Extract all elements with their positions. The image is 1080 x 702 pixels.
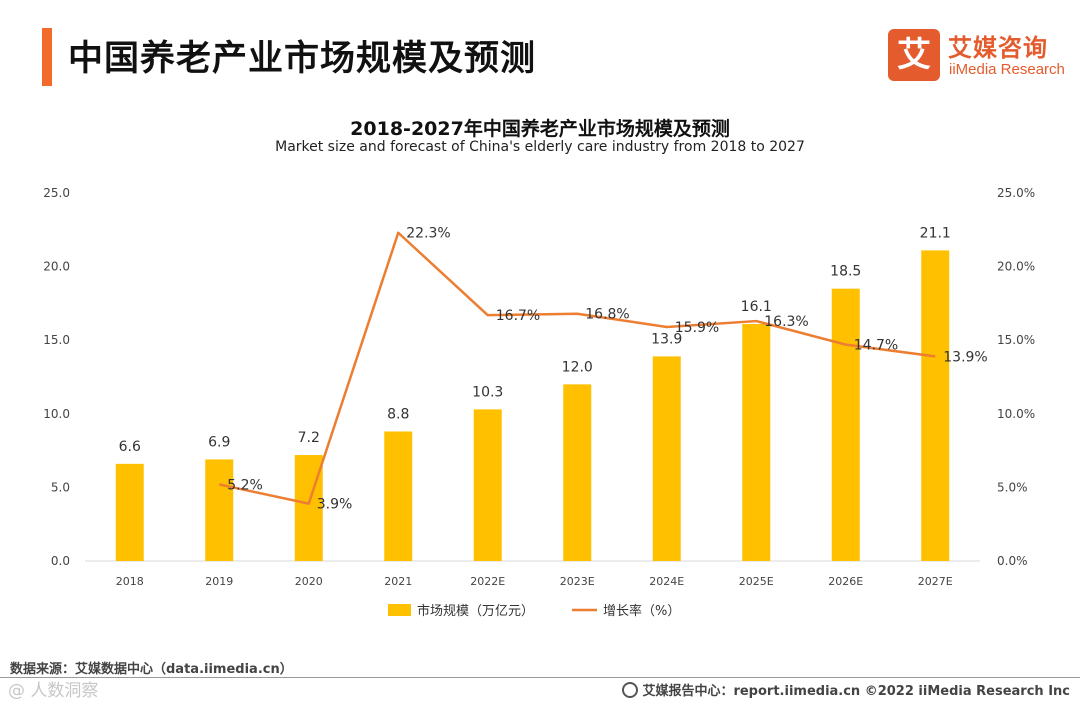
y-right-tick-label: 25.0% — [997, 186, 1035, 200]
legend-bar-label: 市场规模（万亿元） — [417, 603, 534, 619]
globe-icon — [622, 682, 639, 698]
bar-data-label: 13.9 — [651, 331, 682, 347]
bar-data-label: 6.6 — [119, 439, 141, 455]
line-data-label: 14.7% — [854, 338, 898, 354]
watermark: @ 人数洞察 — [8, 681, 99, 701]
bar — [473, 409, 502, 561]
data-source: 数据来源：艾媒数据中心（data.iimedia.cn） — [10, 662, 293, 677]
x-tick-label: 2026E — [828, 575, 863, 588]
y-right-tick-label: 0.0% — [997, 554, 1028, 568]
x-tick-label: 2025E — [739, 575, 774, 588]
bar — [205, 459, 234, 561]
title-accent-bar — [42, 28, 52, 86]
line-data-label: 22.3% — [406, 226, 450, 242]
line-data-label: 16.8% — [585, 307, 629, 323]
line-data-label: 16.3% — [764, 314, 808, 330]
y-left-tick-label: 15.0 — [43, 333, 70, 347]
growth-rate-line — [218, 231, 936, 505]
bar — [831, 288, 860, 561]
x-tick-label: 2018 — [116, 575, 144, 588]
x-tick-label: 2027E — [918, 575, 953, 588]
chart-subtitle: Market size and forecast of China's elde… — [275, 139, 805, 155]
bar-data-label: 10.3 — [472, 384, 503, 400]
x-tick-label: 2021 — [384, 575, 412, 588]
brand-mark-icon: 艾 — [888, 29, 940, 81]
line-data-label: 16.7% — [496, 308, 540, 324]
bar-data-label: 18.5 — [830, 264, 861, 280]
bar-data-label: 21.1 — [920, 225, 951, 241]
x-tick-label: 2024E — [649, 575, 684, 588]
bar-data-label: 16.1 — [741, 299, 772, 315]
bar — [384, 431, 413, 561]
legend-bar-swatch — [388, 604, 411, 616]
y-right-tick-label: 20.0% — [997, 260, 1035, 274]
y-left-tick-label: 0.0 — [51, 554, 70, 568]
x-tick-label: 2019 — [205, 575, 233, 588]
brand-name-cn: 艾媒咨询 — [948, 34, 1048, 62]
x-tick-label: 2022E — [470, 575, 505, 588]
legend-line-label: 增长率（%） — [603, 603, 680, 619]
y-right-tick-label: 10.0% — [997, 407, 1035, 421]
bar — [652, 356, 681, 561]
y-left-tick-label: 20.0 — [43, 260, 70, 274]
y-left-tick-label: 25.0 — [43, 186, 70, 200]
bar — [115, 463, 144, 561]
bar-data-label: 12.0 — [562, 359, 593, 375]
line-data-label: 5.2% — [227, 477, 263, 493]
page-title: 中国养老产业市场规模及预测 — [68, 39, 537, 79]
y-right-tick-label: 15.0% — [997, 333, 1035, 347]
bar — [563, 384, 592, 561]
y-left-tick-label: 5.0 — [51, 480, 70, 494]
bar-data-label: 8.8 — [387, 406, 409, 422]
line-data-label: 13.9% — [943, 349, 987, 365]
bar-data-label: 7.2 — [298, 430, 320, 446]
line-data-label: 3.9% — [317, 497, 353, 513]
bar-data-label: 6.9 — [208, 434, 230, 450]
line-data-label: 15.9% — [675, 320, 719, 336]
brand-name-en: iiMedia Research — [949, 61, 1065, 78]
chart-title: 2018-2027年中国养老产业市场规模及预测 — [350, 118, 730, 140]
footer-report-info: 艾媒报告中心：report.iimedia.cn ©2022 iiMedia R… — [622, 680, 1070, 699]
brand-logo: 艾 艾媒咨询 iiMedia Research — [888, 29, 1068, 83]
footer-report-text: 艾媒报告中心：report.iimedia.cn ©2022 iiMedia R… — [642, 684, 1070, 699]
y-left-tick-label: 10.0 — [43, 407, 70, 421]
bar — [742, 324, 771, 561]
y-right-tick-label: 5.0% — [997, 480, 1028, 494]
footer-divider — [0, 677, 1080, 678]
x-tick-label: 2020 — [295, 575, 323, 588]
x-tick-label: 2023E — [560, 575, 595, 588]
bar — [921, 250, 950, 561]
